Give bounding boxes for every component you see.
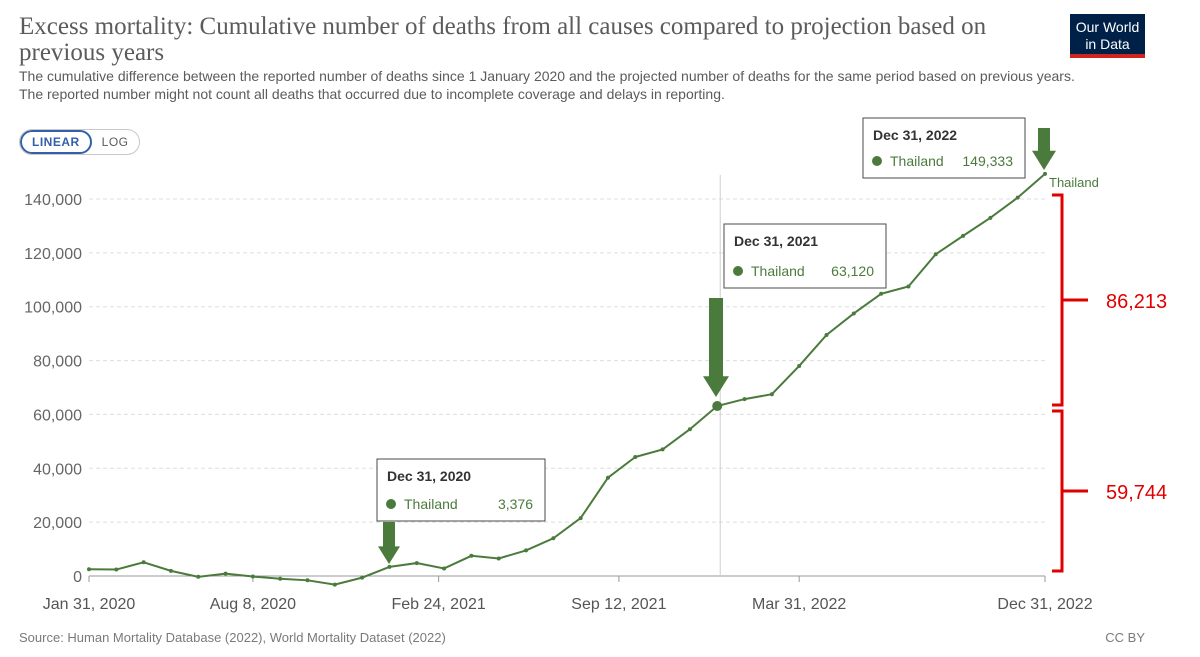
- data-point-29: [879, 291, 884, 296]
- y-tick-label-1: 20,000: [33, 515, 82, 532]
- data-point-30: [906, 284, 911, 289]
- tooltip-value-1: 63,120: [831, 263, 874, 279]
- y-tick-label-7: 140,000: [24, 192, 82, 209]
- x-tick-label-2: Feb 24, 2021: [391, 596, 485, 613]
- data-point-12: [414, 561, 419, 566]
- data-point-34: [1015, 195, 1020, 200]
- tooltip-date-2: Dec 31, 2022: [873, 127, 957, 143]
- tooltip-box-2: [862, 117, 1026, 179]
- data-point-5: [223, 571, 228, 576]
- arrow-dec-2021: [703, 298, 729, 397]
- y-tick-label-0: 0: [73, 569, 82, 586]
- tooltip-dot-2: [872, 156, 882, 166]
- bracket-lower-label: 59,744: [1106, 482, 1167, 504]
- series-line-thailand: [88, 173, 1046, 586]
- y-tick-label-5: 100,000: [24, 300, 82, 317]
- chart-title: Excess mortality: Cumulative number of d…: [19, 13, 987, 66]
- tooltip-date-0: Dec 31, 2020: [387, 468, 471, 484]
- data-point-18: [578, 516, 583, 521]
- scale-toggle: LINEAR LOG: [19, 129, 140, 155]
- linear-scale-button[interactable]: LINEAR: [20, 130, 92, 154]
- y-tick-label-3: 60,000: [33, 407, 82, 424]
- data-point-10: [360, 575, 365, 580]
- data-point-17: [551, 536, 556, 541]
- x-tick-label-4: Mar 31, 2022: [752, 596, 846, 613]
- data-point-31: [933, 252, 938, 257]
- data-point-8: [305, 578, 310, 583]
- tooltip-name-2: Thailand: [890, 153, 944, 169]
- source-note[interactable]: Source: Human Mortality Database (2022),…: [19, 630, 446, 645]
- data-point-13: [442, 566, 447, 571]
- owid-logo[interactable]: Our World in Data: [1070, 14, 1145, 58]
- data-point-7: [278, 576, 283, 581]
- data-point-35: [1043, 171, 1047, 176]
- x-tick-label-1: Aug 8, 2020: [210, 596, 296, 613]
- bracket-upper-label: 86,213: [1106, 291, 1167, 313]
- data-point-24: [742, 397, 747, 402]
- data-point-20: [633, 454, 638, 459]
- data-point-19: [605, 475, 610, 480]
- bracket-lower-line: [1052, 409, 1088, 573]
- data-point-23: [712, 401, 723, 412]
- logo-line-1: Our World: [1075, 19, 1140, 35]
- chart-subtitle: The cumulative difference between the re…: [19, 68, 1075, 102]
- data-point-25: [769, 392, 774, 397]
- data-point-15: [496, 556, 501, 561]
- data-point-26: [797, 363, 802, 368]
- data-point-0: [87, 567, 91, 572]
- logo-line-2: in Data: [1085, 36, 1130, 52]
- license-label[interactable]: CC BY: [1105, 630, 1145, 645]
- data-point-33: [988, 215, 993, 220]
- tooltip-dot-1: [733, 266, 743, 276]
- arrow-dec-2020: [378, 522, 400, 564]
- arrow-dec-2022: [1032, 128, 1056, 170]
- bracket-upper-line: [1052, 193, 1088, 407]
- data-point-11: [387, 564, 392, 569]
- x-tick-label-0: Jan 31, 2020: [43, 596, 136, 613]
- data-point-2: [141, 560, 146, 565]
- x-tick-label-5: Dec 31, 2022: [997, 596, 1092, 613]
- tooltip-dot-0: [386, 499, 396, 509]
- data-point-3: [168, 568, 173, 573]
- y-tick-label-6: 120,000: [24, 246, 82, 263]
- tooltip-date-1: Dec 31, 2021: [734, 233, 818, 249]
- y-tick-label-2: 40,000: [33, 461, 82, 478]
- series-end-label: Thailand: [1049, 175, 1099, 190]
- data-point-21: [660, 447, 665, 452]
- data-point-9: [332, 582, 337, 587]
- data-point-1: [114, 567, 119, 572]
- tooltip-value-0: 3,376: [498, 496, 533, 512]
- x-tick-label-3: Sep 12, 2021: [571, 596, 666, 613]
- data-point-16: [524, 548, 529, 553]
- data-point-14: [469, 553, 474, 558]
- tooltip-value-2: 149,333: [962, 153, 1013, 169]
- data-point-28: [851, 311, 856, 316]
- tooltip-name-1: Thailand: [751, 263, 805, 279]
- data-point-4: [196, 574, 201, 579]
- data-point-22: [687, 427, 692, 432]
- data-point-32: [961, 233, 966, 238]
- tooltip-box-1: [723, 223, 887, 289]
- y-tick-label-4: 80,000: [33, 354, 82, 371]
- data-point-27: [824, 332, 829, 337]
- log-scale-button[interactable]: LOG: [101, 135, 129, 149]
- tooltip-name-0: Thailand: [404, 496, 458, 512]
- tooltip-box-0: [376, 458, 546, 522]
- data-point-6: [250, 574, 255, 579]
